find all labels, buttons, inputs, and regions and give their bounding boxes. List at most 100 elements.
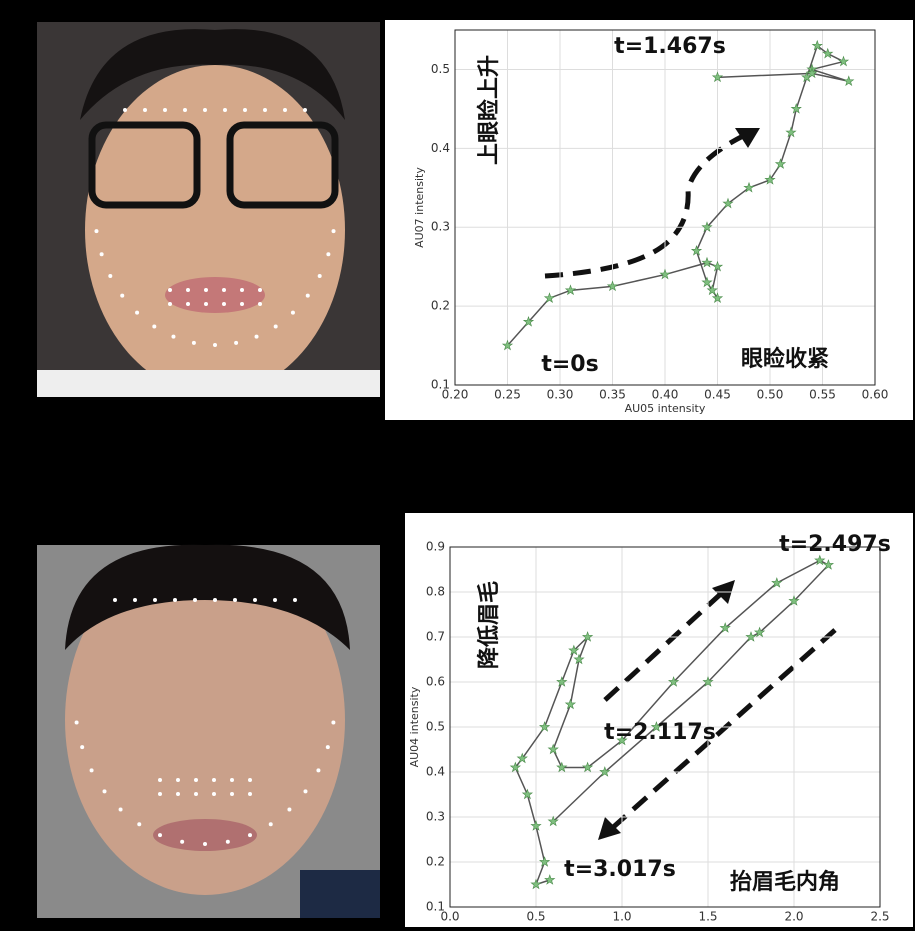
landmark [213, 343, 217, 347]
x-tick-label: 0.0 [440, 910, 459, 924]
landmark [317, 273, 322, 278]
landmark [133, 598, 137, 602]
landmark [243, 108, 247, 112]
marker [522, 315, 535, 327]
landmark [222, 288, 226, 292]
landmark [153, 598, 157, 602]
annotation: t=2.497s [779, 532, 891, 557]
x-tick-label: 1.0 [612, 910, 631, 924]
y-axis-label: AU04 intensity [408, 686, 421, 767]
landmark [305, 293, 310, 298]
marker [530, 820, 542, 831]
marker [745, 631, 757, 642]
landmark [213, 598, 217, 602]
landmark [303, 108, 307, 112]
landmark [331, 229, 336, 234]
landmark [143, 108, 147, 112]
landmark [173, 598, 177, 602]
marker [837, 55, 850, 67]
marker [711, 71, 724, 83]
marker [616, 734, 628, 746]
landmark [204, 302, 208, 306]
marker [667, 676, 680, 687]
landmark [194, 792, 198, 796]
x-tick-label: 1.5 [698, 910, 717, 924]
marker [530, 878, 542, 890]
x-tick-label: 0.25 [494, 388, 521, 402]
landmark [158, 833, 163, 838]
landmark [222, 302, 226, 306]
x-tick-label: 0.45 [704, 388, 731, 402]
marker [556, 676, 568, 687]
x-axis-label: AU05 intensity [625, 402, 706, 415]
y-tick-label: 0.8 [426, 585, 445, 599]
landmark [240, 288, 244, 292]
y-tick-label: 0.1 [426, 900, 445, 914]
face-photo-bottom [37, 544, 380, 918]
landmark [253, 598, 257, 602]
marker [501, 339, 514, 351]
landmark [331, 720, 336, 725]
y-tick-label: 0.4 [426, 765, 445, 779]
landmark [290, 310, 295, 315]
face-photo-top [37, 22, 380, 397]
x-tick-label: 2.0 [784, 910, 803, 924]
y-tick-label: 0.6 [426, 675, 445, 689]
marker [722, 197, 734, 209]
y-tick-label: 0.5 [426, 720, 445, 734]
marker [702, 676, 714, 687]
landmark [94, 229, 99, 234]
annotation: t=3.017s [564, 857, 676, 882]
landmark [194, 778, 198, 782]
landmark [113, 598, 117, 602]
landmark [326, 252, 331, 257]
landmark [273, 598, 277, 602]
y-tick-label: 0.9 [426, 540, 445, 554]
landmark [89, 768, 94, 773]
marker [547, 743, 559, 755]
marker [753, 626, 766, 638]
marker [599, 766, 611, 777]
plot-frame [449, 546, 881, 908]
annotation: 抬眉毛内角 [730, 869, 840, 895]
marker [521, 788, 534, 800]
marker [785, 126, 797, 138]
x-tick-label: 0.40 [652, 388, 679, 402]
landmark [268, 822, 273, 827]
landmark [248, 792, 252, 796]
landmark [168, 302, 172, 306]
y-tick-label: 0.2 [426, 855, 445, 869]
landmark [325, 745, 330, 750]
landmark [212, 778, 216, 782]
y-tick-label: 0.3 [431, 220, 450, 234]
marker [822, 47, 834, 59]
landmark [186, 302, 190, 306]
landmark [273, 324, 278, 329]
landmark [158, 778, 162, 782]
marker [822, 559, 835, 570]
landmark [283, 108, 287, 112]
marker [690, 244, 703, 256]
landmark [247, 833, 252, 838]
landmark [193, 598, 197, 602]
landmark [316, 768, 321, 773]
chart-panel [385, 20, 913, 420]
y-tick-label: 0.2 [431, 299, 450, 313]
marker [790, 102, 802, 114]
x-tick-label: 0.35 [599, 388, 626, 402]
x-tick-label: 0.60 [862, 388, 889, 402]
landmark [230, 792, 234, 796]
landmark [171, 334, 176, 339]
annotation: 眼睑收紧 [741, 346, 829, 372]
annotation: 降低眉毛 [477, 581, 502, 669]
x-tick-label: 0.30 [547, 388, 574, 402]
marker [556, 761, 568, 773]
marker [706, 284, 718, 296]
marker [568, 644, 580, 656]
landmark [186, 288, 190, 292]
landmark [176, 792, 180, 796]
x-tick-label: 0.20 [442, 388, 469, 402]
marker [711, 260, 724, 272]
landmark [233, 598, 237, 602]
